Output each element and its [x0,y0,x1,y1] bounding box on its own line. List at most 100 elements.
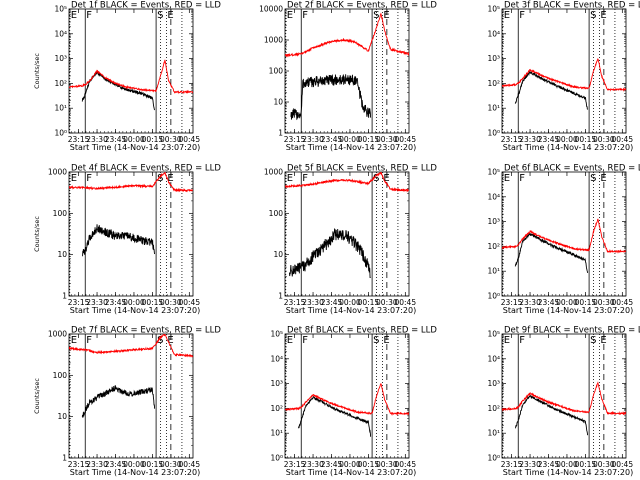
x-tick-label: 00:45 [178,298,200,307]
chart-panel-7: Det 7f BLACK = Events, RED = LLD 1 10 100 10… [33,326,221,478]
time-marker-label: F [86,173,92,184]
plot-frame [68,333,194,459]
series-group [502,57,626,110]
panel-title: Det 1f BLACK = Events, RED = LLD [71,1,221,11]
x-tick-label: 23:45 [321,460,343,469]
panel-title: Det 4f BLACK = Events, RED = LLD [71,164,221,174]
y-tick-label: 10 [57,412,67,421]
y-tick-label: 10⁵ [487,168,500,177]
y-tick-label: 1 [62,292,67,301]
y-axis-label: Counts/sec [33,378,41,414]
y-tick-label: 1 [62,454,67,463]
x-tick-label: 00:30 [593,135,615,144]
lld-series-line [285,383,409,416]
time-marker-label: E [167,335,173,346]
time-marker-label: F [519,173,525,184]
x-tick-label: 23:15 [68,298,90,307]
events-series-line [297,395,372,437]
time-marker-label: F [519,335,525,346]
panel-title: Det 9f BLACK = Events, RED = LLD [504,326,640,336]
y-tick-label: 10⁴ [487,354,500,363]
y-tick-label: 10⁵ [54,5,67,14]
panel-title: Det 5f BLACK = Events, RED = LLD [287,164,437,174]
y-tick-label: 10¹ [487,267,500,276]
x-tick-label: 23:15 [501,460,523,469]
y-tick-label: 1 [278,129,283,138]
chart-panel-8: Det 8f BLACK = Events, RED = LLD 10⁰ 10¹ 10… [270,326,437,478]
y-tick-label: 100 [53,371,68,380]
x-axis-label: Start Time (14-Nov-14 23:07:20) [70,306,200,315]
x-tick-label: 00:15 [575,298,597,307]
y-axis-label: Counts/sec [33,53,41,89]
y-tick-label: 10⁵ [487,330,500,339]
y-tick-label: 10⁴ [487,29,500,38]
y-tick-label: 10³ [487,217,500,226]
x-axis-label: Start Time (14-Nov-14 23:07:20) [503,468,633,477]
time-marker-label: E [71,10,77,21]
events-series-line [290,74,372,121]
x-axis-label: Start Time (14-Nov-14 23:07:20) [70,143,200,152]
x-axis-label: Start Time (14-Nov-14 23:07:20) [503,306,633,315]
y-tick-label: 10² [487,242,500,251]
x-tick-label: 00:00 [339,135,361,144]
x-tick-label: 23:30 [302,298,324,307]
time-marker-label: F [86,335,92,346]
plot-frame [284,333,410,459]
x-tick-label: 00:15 [142,298,164,307]
x-tick-label: 23:15 [284,460,306,469]
y-tick-label: 10000 [259,5,283,14]
y-tick-label: 10⁰ [54,129,67,138]
panel-title: Det 6f BLACK = Events, RED = LLD [504,164,640,174]
x-tick-label: 00:00 [339,298,361,307]
y-tick-label: 10⁰ [487,454,500,463]
y-tick-label: 10² [54,79,67,88]
y-tick-label: 10² [487,404,500,413]
time-marker-label: E [167,173,173,184]
y-tick-label: 10⁰ [270,454,283,463]
time-marker-label: E [504,335,510,346]
panel-title: Det 3f BLACK = Events, RED = LLD [504,1,640,11]
x-tick-label: 23:15 [501,135,523,144]
events-series-line [82,224,156,257]
plot-frame [68,8,194,134]
x-tick-label: 00:45 [394,298,416,307]
y-tick-label: 10⁵ [487,5,500,14]
series-group [69,172,193,257]
y-tick-label: 10³ [54,54,67,63]
series-group [285,172,409,278]
plot-frame [501,8,627,134]
chart-panel-2: Det 2f BLACK = Events, RED = LLD 1 10 100 10… [259,1,437,153]
x-tick-label: 00:15 [358,135,380,144]
series-group [502,218,626,273]
y-tick-label: 10⁴ [487,192,500,201]
events-series-line [81,385,156,418]
x-tick-label: 23:45 [538,298,560,307]
x-tick-label: 00:45 [611,298,633,307]
x-tick-label: 00:15 [358,298,380,307]
x-tick-label: 23:30 [86,135,108,144]
x-tick-label: 23:30 [519,298,541,307]
plot-frame [501,333,627,459]
y-tick-label: 1000 [264,36,283,45]
series-group [69,59,193,111]
lld-series-line [69,59,193,95]
time-marker-label: E [287,10,293,21]
chart-panel-3: Det 3f BLACK = Events, RED = LLD 10⁰ 10¹ 10… [487,1,640,153]
x-tick-label: 23:15 [501,298,523,307]
x-axis-label: Start Time (14-Nov-14 23:07:20) [286,143,416,152]
x-tick-label: 00:30 [160,298,182,307]
y-tick-label: 10⁴ [270,354,283,363]
x-tick-label: 00:45 [178,135,200,144]
y-tick-label: 10³ [487,54,500,63]
lld-series-line [285,12,409,58]
y-tick-label: 10³ [487,379,500,388]
y-tick-label: 10¹ [487,429,500,438]
time-marker-label: E [167,10,173,21]
x-tick-label: 23:15 [68,460,90,469]
chart-panel-5: Det 5f BLACK = Events, RED = LLD 1 10 100 10… [264,164,437,316]
x-tick-label: 00:45 [394,460,416,469]
y-tick-label: 10⁴ [54,29,67,38]
x-tick-label: 00:15 [142,460,164,469]
x-tick-label: 23:30 [302,135,324,144]
chart-panel-9: Det 9f BLACK = Events, RED = LLD 10⁰ 10¹ 10… [487,326,640,478]
